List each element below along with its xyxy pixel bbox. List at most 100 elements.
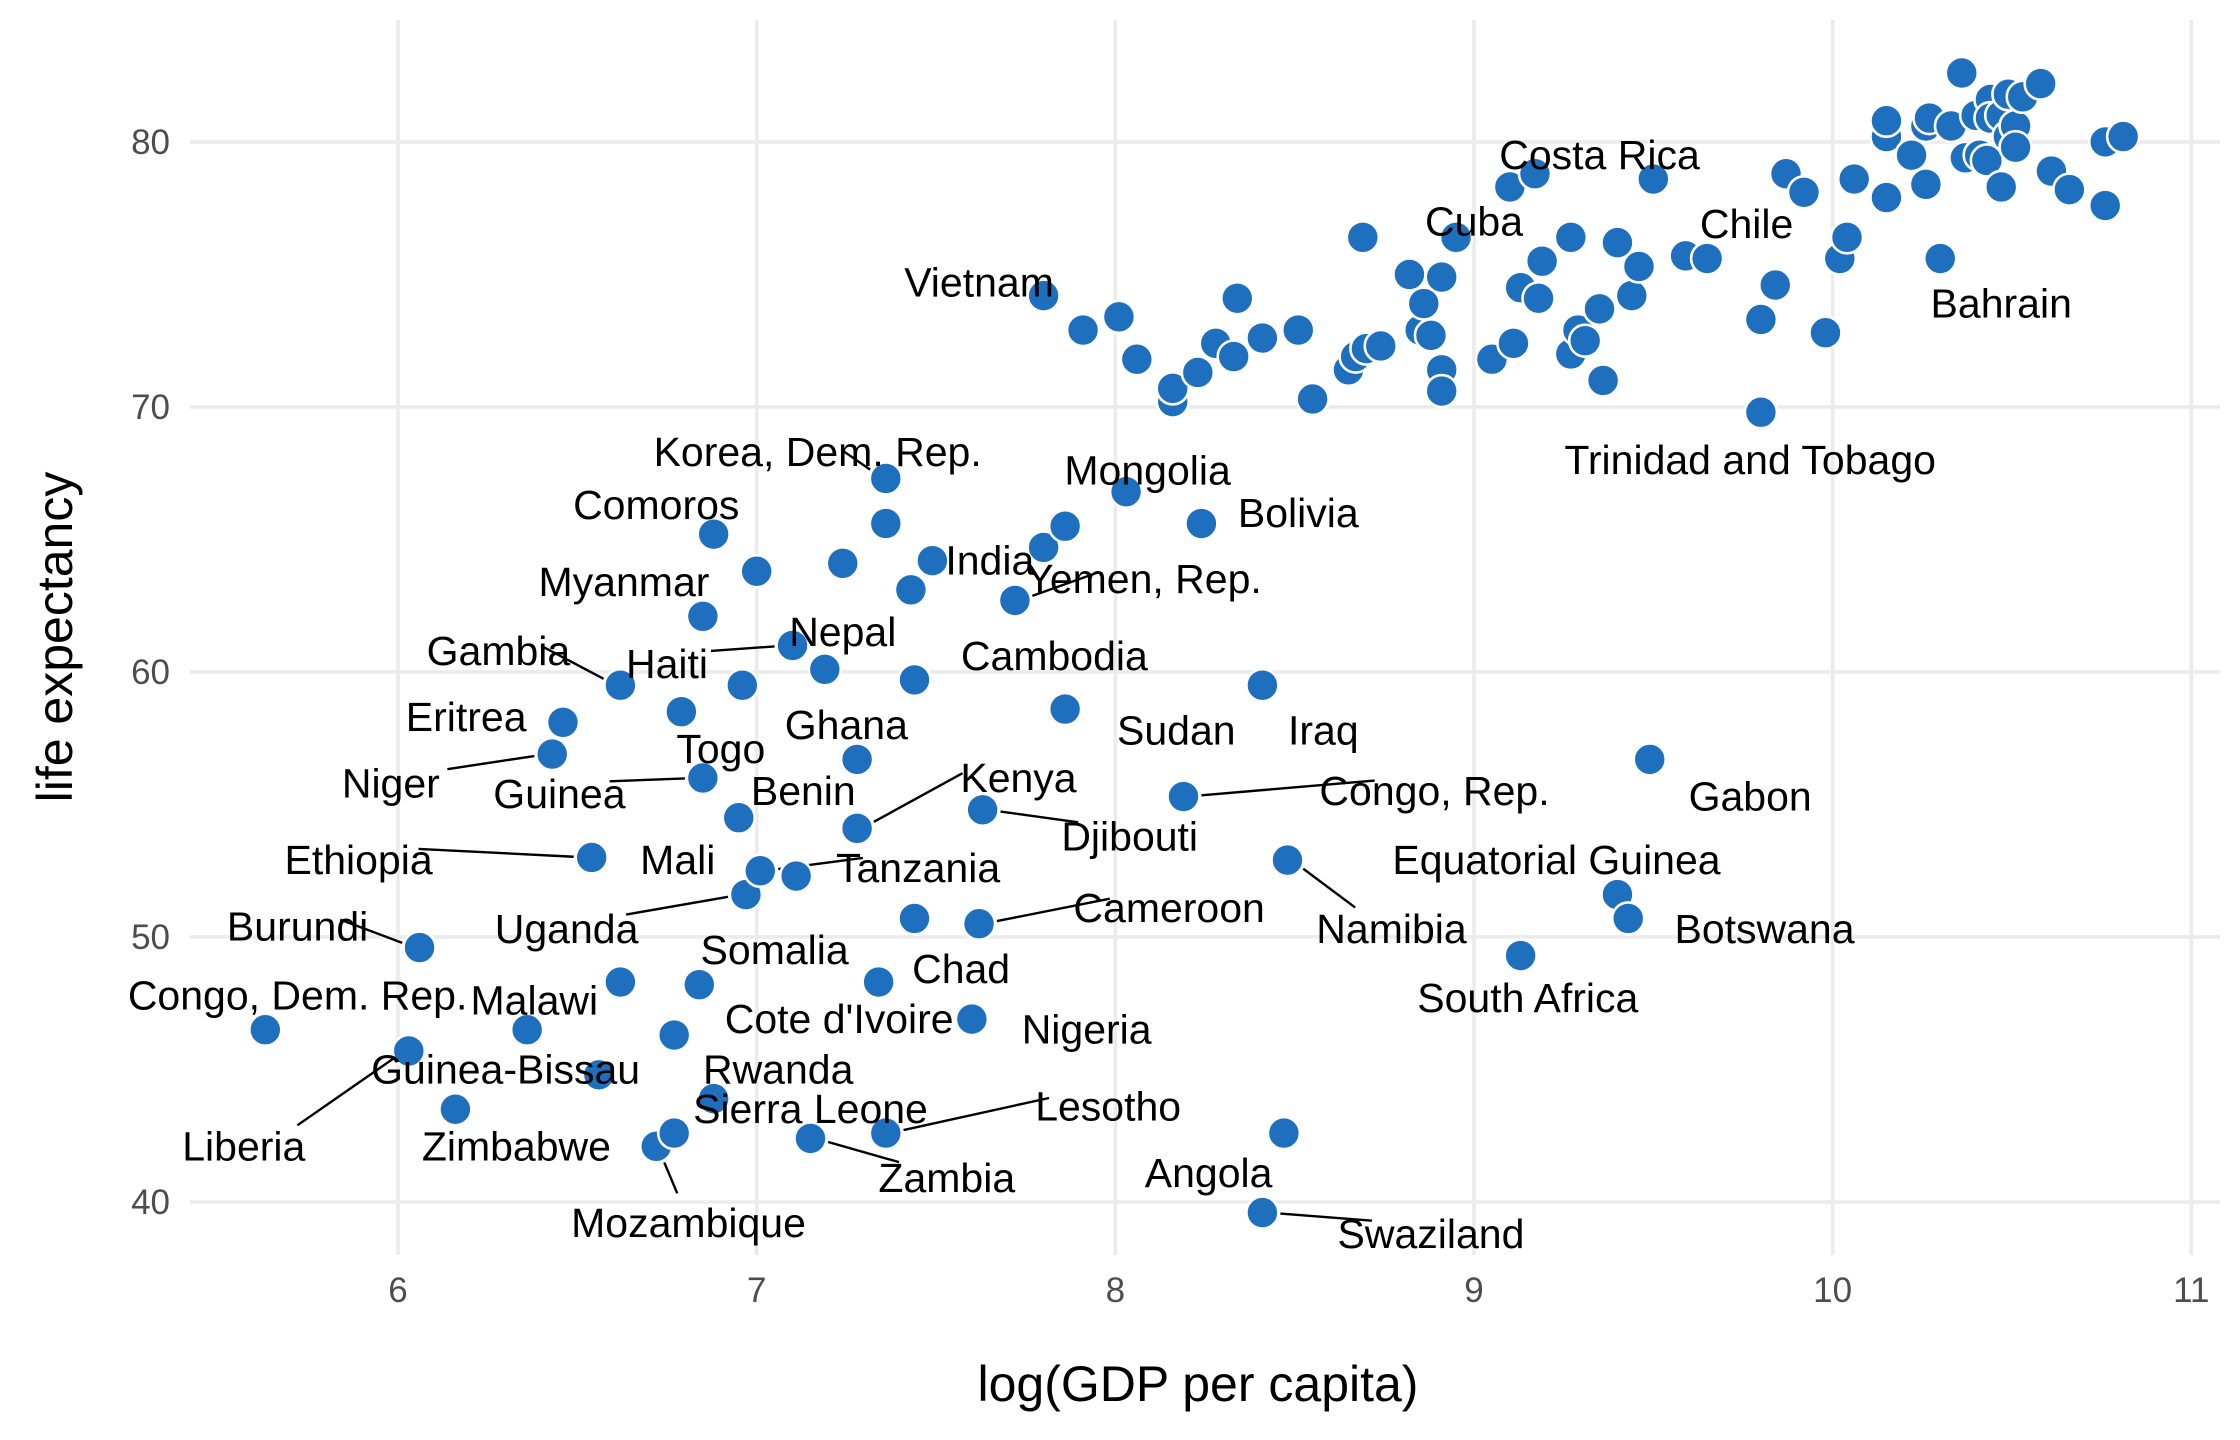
leader-line — [840, 448, 871, 471]
data-point — [1108, 474, 1144, 510]
point-label: Congo, Dem. Rep. — [128, 972, 468, 1018]
leader-line — [339, 918, 403, 944]
data-point — [1998, 129, 2033, 165]
point-label: Somalia — [701, 927, 849, 973]
point-label: Guinea-Bissau — [371, 1046, 640, 1092]
leader-line — [1302, 867, 1356, 909]
point-label: Rwanda — [703, 1046, 854, 1092]
data-point — [1180, 355, 1216, 390]
point-label: Tanzania — [836, 845, 1000, 891]
data-point — [1757, 267, 1793, 303]
data-point — [2052, 172, 2087, 207]
y-axis-ticks: 40 50 60 70 80 — [131, 123, 170, 1222]
y-tick-label: 40 — [131, 1183, 170, 1222]
data-point — [1245, 667, 1280, 703]
data-point — [775, 628, 810, 663]
data-point — [1392, 257, 1427, 292]
point-label: Ghana — [785, 702, 908, 748]
data-point — [1119, 341, 1155, 377]
data-point — [1047, 508, 1083, 544]
point-label: Costa Rica — [1499, 132, 1700, 178]
point-label: Zambia — [878, 1155, 1015, 1201]
point-label: Mali — [640, 837, 715, 883]
data-point — [1219, 280, 1255, 316]
point-label: Ethiopia — [284, 837, 432, 883]
data-point — [997, 583, 1033, 618]
data-point — [793, 1121, 828, 1156]
data-point — [1345, 220, 1381, 255]
data-point — [1026, 530, 1061, 565]
y-tick-label: 80 — [131, 123, 170, 162]
data-point — [656, 1115, 692, 1151]
point-label: Myanmar — [539, 559, 710, 605]
leader-line — [1031, 571, 1100, 598]
point-label: Liberia — [182, 1123, 305, 1169]
data-point — [1689, 241, 1725, 276]
label-leader-lines — [296, 448, 1375, 1222]
x-tick-label: 6 — [388, 1271, 407, 1310]
data-point — [1808, 315, 1843, 351]
data-point — [574, 840, 609, 875]
data-point — [1894, 137, 1929, 173]
point-labels: Costa Rica Cuba Chile Vietnam Bahrain Trinida… — [128, 132, 2072, 1257]
point-label: Nepal — [789, 609, 896, 655]
leader-line — [447, 754, 535, 771]
point-label: Equatorial Guinea — [1392, 837, 1720, 883]
data-point — [402, 930, 437, 965]
data-point — [1166, 779, 1201, 814]
data-point — [825, 545, 861, 581]
point-label: Gabon — [1689, 774, 1812, 820]
data-point — [1413, 318, 1449, 353]
data-point — [2023, 66, 2058, 101]
point-label: Benin — [751, 768, 856, 814]
data-point — [1582, 291, 1617, 327]
leader-line — [1280, 1212, 1373, 1222]
data-point — [839, 811, 875, 846]
leader-line — [663, 1161, 679, 1194]
x-tick-label: 8 — [1106, 1271, 1125, 1310]
leader-line — [1000, 810, 1079, 824]
data-point — [1567, 323, 1603, 358]
data-point — [1614, 278, 1650, 313]
data-point — [685, 598, 721, 634]
point-label: Congo, Rep. — [1319, 768, 1549, 814]
leader-line — [827, 1140, 900, 1164]
data-point — [1836, 161, 1872, 197]
data-point — [1524, 243, 1560, 279]
data-point — [1829, 220, 1865, 255]
data-point — [603, 964, 638, 1000]
data-point — [534, 736, 570, 772]
leader-line — [296, 1058, 394, 1127]
point-label: Botswana — [1674, 906, 1854, 952]
point-label: Sierra Leone — [693, 1086, 928, 1132]
data-point — [1026, 278, 1061, 313]
point-label: Chad — [912, 946, 1010, 992]
data-point — [1553, 220, 1589, 255]
leader-line — [903, 1096, 1050, 1132]
data-point — [1155, 371, 1191, 406]
data-point — [1869, 180, 1904, 215]
data-points — [248, 55, 2141, 1230]
data-point — [893, 572, 929, 608]
x-axis-title: log(GDP per capita) — [978, 1356, 1419, 1412]
x-tick-label: 7 — [747, 1271, 766, 1310]
data-point — [1280, 312, 1316, 348]
point-label: Malawi — [471, 978, 599, 1024]
data-point — [1969, 143, 2005, 178]
x-tick-label: 10 — [1813, 1271, 1852, 1310]
leader-line — [625, 895, 729, 916]
data-point — [509, 1012, 545, 1048]
data-point — [1922, 241, 1958, 276]
data-point — [664, 694, 699, 730]
point-label: Iraq — [1288, 707, 1359, 753]
data-point — [778, 858, 814, 894]
point-label: Bahrain — [1931, 281, 2072, 327]
leader-line — [1201, 779, 1375, 797]
point-label: Burundi — [227, 903, 368, 949]
data-point — [1632, 742, 1668, 777]
point-label: Djibouti — [1061, 813, 1198, 859]
point-label: Bolivia — [1238, 490, 1359, 536]
data-point — [1600, 225, 1635, 260]
data-point — [1047, 691, 1083, 727]
